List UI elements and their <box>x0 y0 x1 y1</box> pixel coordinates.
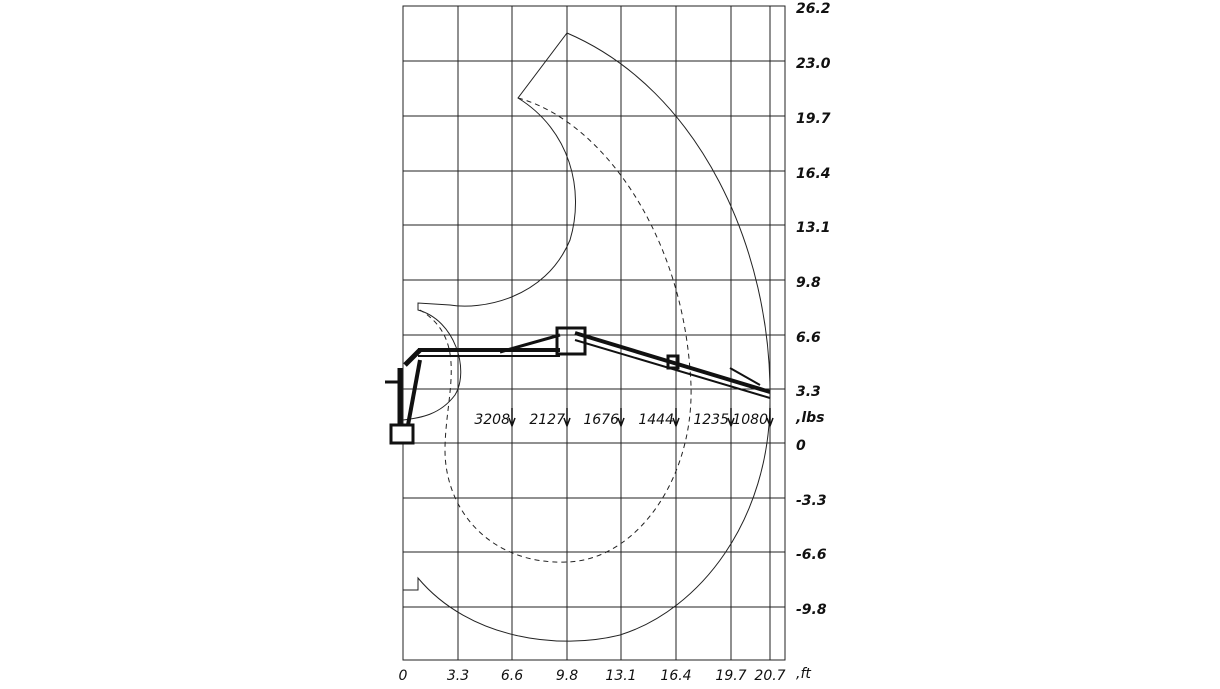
x-tick-label: 3.3 <box>447 668 469 684</box>
grid <box>402 5 786 661</box>
x-tick-label: 16.4 <box>660 668 691 684</box>
y-tick-label: 3.3 <box>796 384 821 400</box>
load-label: 1235 <box>693 412 729 428</box>
inner-envelope <box>419 97 692 563</box>
y-tick-label: 16.4 <box>796 166 831 182</box>
load-label: 1444 <box>638 412 674 428</box>
load-arrow <box>672 408 680 429</box>
outer-envelope <box>402 32 771 642</box>
frame <box>402 5 786 661</box>
crane <box>385 326 771 445</box>
y-tick-label: 9.8 <box>796 275 821 291</box>
load-arrow <box>766 408 774 429</box>
y-unit: ,lbs <box>795 410 824 426</box>
load-label: 1080 <box>732 412 768 428</box>
load-label: 2127 <box>529 412 565 428</box>
load-arrow <box>508 408 516 429</box>
y-tick-label: 19.7 <box>796 111 831 127</box>
load-label: 3208 <box>474 412 510 428</box>
y-tick-label: 23.0 <box>796 56 831 72</box>
load-arrow <box>563 408 571 429</box>
x-tick-label: 20.7 <box>754 668 785 684</box>
x-tick-label: 19.7 <box>715 668 746 684</box>
load-arrow <box>727 408 735 429</box>
y-tick-label: -6.6 <box>796 547 827 563</box>
y-tick-label: -3.3 <box>796 493 827 509</box>
x-tick-label: 9.8 <box>556 668 578 684</box>
y-tick-label: 6.6 <box>796 330 821 346</box>
y-tick-label: 13.1 <box>796 220 831 236</box>
y-tick-label: 0 <box>796 438 806 454</box>
x-tick-label: 6.6 <box>501 668 523 684</box>
y-tick-label: -9.8 <box>796 602 827 618</box>
load-label: 1676 <box>583 412 619 428</box>
y-tick-label: 26.2 <box>796 1 831 17</box>
x-tick-label: 0 <box>399 668 408 684</box>
x-unit: ,ft <box>796 666 811 682</box>
x-tick-label: 13.1 <box>605 668 636 684</box>
load-arrow <box>617 408 625 429</box>
labels: 0 3.3 6.6 9.8 13.1 16.4 19.7 20.7 ,ft 26.2 23.0 19.… <box>399 1 831 684</box>
